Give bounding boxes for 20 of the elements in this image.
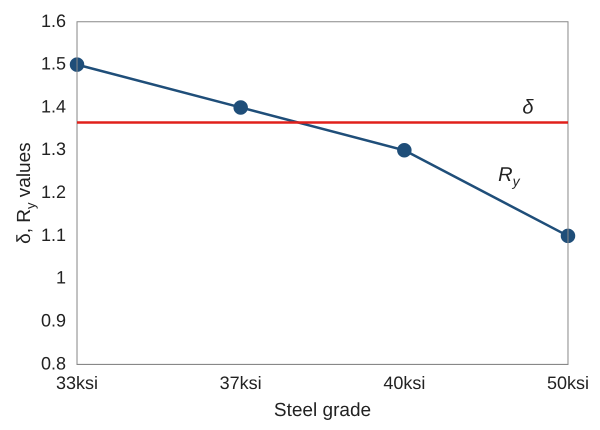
x-tick-label: 50ksi — [546, 373, 590, 394]
point — [233, 100, 248, 115]
y-tick-label: 0.8 — [40, 353, 66, 374]
point — [397, 143, 412, 158]
x-tick-label: 40ksi — [383, 373, 426, 394]
y-tick-label: 1.6 — [40, 10, 66, 31]
y-tick-label: 1 — [56, 268, 66, 288]
point — [70, 57, 84, 72]
y-axis-title: δ, Ry values — [14, 142, 38, 244]
y-tick-label: 1.2 — [40, 182, 66, 202]
y-tick-label: 1.4 — [40, 96, 66, 116]
x-tick-label: 37ksi — [220, 373, 262, 394]
y-tick-label: 1.3 — [40, 139, 66, 160]
y-tick-label: 1.1 — [40, 224, 66, 245]
ref-line-label: δ — [522, 96, 534, 118]
point — [560, 228, 576, 244]
x-tick-label: 33ksi — [56, 373, 98, 394]
x-axis-title: Steel grade — [274, 400, 372, 421]
y-tick-label: 1.5 — [40, 54, 66, 74]
y-tick-label: 0.9 — [40, 310, 66, 331]
